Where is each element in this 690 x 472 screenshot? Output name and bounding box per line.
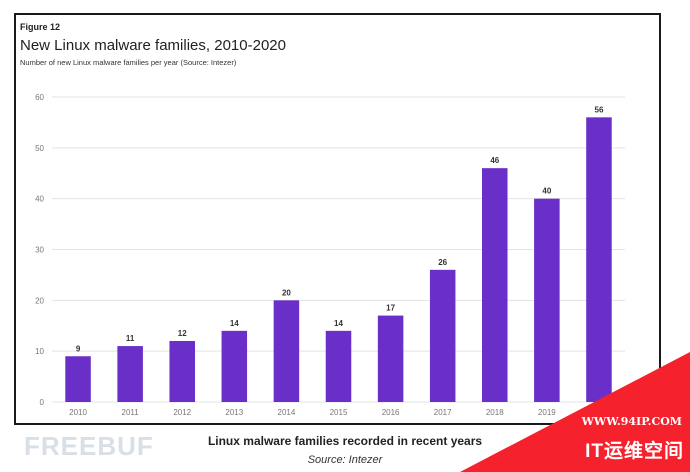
y-tick-label: 50 (35, 144, 44, 153)
watermark-banner: WWW.94IP.COM IT运维空间 (460, 352, 690, 472)
bar (117, 346, 143, 402)
figure-label: Figure 12 (20, 22, 61, 32)
banner-url: WWW.94IP.COM (581, 415, 682, 428)
y-tick-label: 40 (35, 195, 44, 204)
x-tick-label: 2016 (382, 408, 400, 417)
y-tick-label: 60 (35, 93, 44, 102)
data-label: 12 (178, 329, 187, 338)
bar (586, 117, 612, 402)
caption-title: Linux malware families recorded in recen… (207, 434, 483, 448)
x-tick-label: 2015 (330, 408, 348, 417)
x-tick-label: 2010 (69, 408, 87, 417)
bar (169, 341, 195, 402)
x-tick-label: 2017 (434, 408, 452, 417)
data-label: 26 (438, 258, 447, 267)
bar (429, 269, 456, 402)
data-label: 11 (126, 334, 135, 343)
data-label: 9 (76, 344, 81, 353)
data-label: 40 (542, 187, 551, 196)
bar (482, 168, 508, 402)
bar (221, 330, 248, 402)
data-label: 56 (595, 105, 604, 114)
banner-background (460, 352, 690, 472)
x-tick-label: 2014 (278, 408, 296, 417)
bar (534, 198, 560, 402)
y-tick-label: 20 (35, 296, 44, 305)
bar (65, 356, 91, 402)
chart-subtitle: Number of new Linux malware families per… (20, 58, 237, 67)
data-label: 14 (230, 319, 239, 328)
chart-title: New Linux malware families, 2010-2020 (20, 37, 286, 54)
x-tick-label: 2013 (225, 408, 243, 417)
bar (325, 330, 352, 402)
x-tick-label: 2011 (122, 408, 140, 417)
freebuf-watermark: FREEBUF (24, 431, 154, 461)
data-label: 14 (334, 319, 343, 328)
y-tick-label: 30 (35, 246, 44, 255)
data-label: 46 (490, 156, 499, 165)
bar (273, 300, 300, 402)
y-tick-label: 10 (35, 347, 44, 356)
data-label: 17 (386, 304, 395, 313)
bar (377, 315, 404, 402)
caption-source: Source: Intezer (307, 454, 383, 466)
banner-brand: IT运维空间 (585, 441, 684, 462)
x-tick-label: 2018 (486, 408, 504, 417)
data-label: 20 (282, 288, 291, 297)
y-tick-label: 0 (40, 398, 45, 407)
x-tick-label: 2012 (173, 408, 191, 417)
x-tick-label: 2019 (538, 408, 556, 417)
